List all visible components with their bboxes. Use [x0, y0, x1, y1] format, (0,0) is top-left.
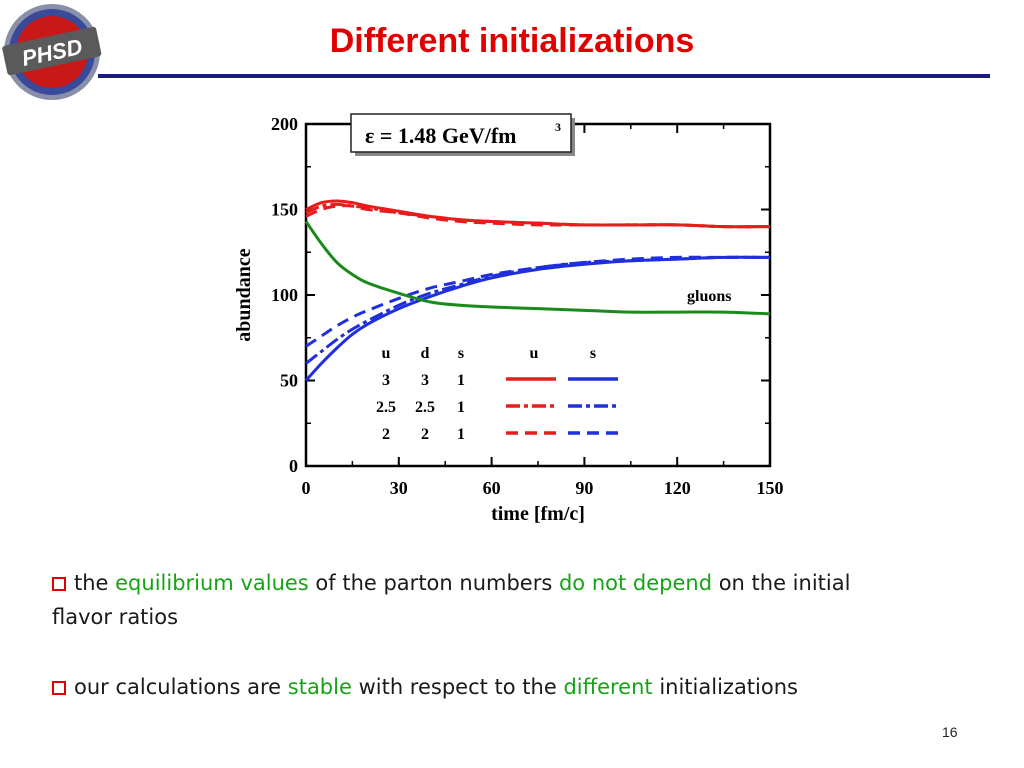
- x-tick-label: 60: [483, 478, 501, 498]
- legend-row1-s: 1: [457, 372, 465, 389]
- y-tick-label: 0: [289, 456, 298, 476]
- bullet-2: our calculations are stable with respect…: [52, 670, 952, 704]
- phsd-logo: PHSD: [2, 4, 102, 100]
- bullet-text-segment: the: [74, 571, 116, 595]
- legend-row3-d: 2: [421, 426, 429, 443]
- bullet-checkbox-icon: [52, 577, 66, 591]
- x-axis-label: time [fm/c]: [491, 503, 585, 525]
- y-tick-label: 50: [280, 371, 298, 391]
- legend-row3-s: 1: [457, 426, 465, 443]
- abundance-chart: 0 30 60 90 120 150 0 50 100 150 200 ε = 1.48 GeV/f…: [233, 113, 784, 525]
- energy-density-label: ε = 1.48 GeV/fm 3: [350, 113, 575, 156]
- y-axis-label: abundance: [233, 248, 255, 341]
- bullet-text-segment: on the initial flavor ratios: [52, 571, 851, 629]
- series-u-dashed: [305, 204, 771, 229]
- slide-number: 16: [942, 724, 958, 740]
- legend-header-s: s: [458, 345, 464, 362]
- x-tick-label: 150: [757, 478, 784, 498]
- gluons-label: gluons: [687, 288, 731, 305]
- legend-header-d: d: [421, 345, 430, 362]
- bullet-text-segment: different: [563, 675, 653, 699]
- energy-density-superscript: 3: [555, 120, 561, 134]
- y-tick-label: 100: [271, 285, 298, 305]
- bullet-checkbox-icon: [52, 681, 66, 695]
- series-u-dashdot: [305, 202, 771, 229]
- y-tick-label: 150: [271, 200, 298, 220]
- bullet-text-segment: initializations: [652, 675, 798, 699]
- bullet-text-segment: equilibrium values: [115, 571, 309, 595]
- y-tick-label: 200: [271, 114, 298, 134]
- series-s-dashdot: [305, 255, 771, 365]
- x-tick-label: 0: [302, 478, 311, 498]
- bullet-text-segment: of the parton numbers: [308, 571, 559, 595]
- energy-density-text: ε = 1.48 GeV/fm: [365, 123, 516, 148]
- legend-header-u: u: [382, 345, 391, 362]
- series-gluons-solid: [304, 220, 771, 316]
- legend-row2-u: 2.5: [376, 399, 396, 416]
- slide-title: Different initializations: [329, 22, 695, 60]
- legend-row1-u: 3: [382, 372, 390, 389]
- legend-header-s-curve: s: [590, 345, 596, 362]
- legend-header-u-curve: u: [530, 345, 539, 362]
- legend-row3-u: 2: [382, 426, 390, 443]
- legend-row1-d: 3: [421, 372, 429, 389]
- legend-row2-s: 1: [457, 399, 465, 416]
- title-divider: [98, 74, 990, 78]
- x-tick-label: 30: [390, 478, 408, 498]
- series-s-solid: [304, 255, 771, 382]
- bullet-text-segment: do not depend: [558, 571, 713, 595]
- bullet-text-segment: with respect to the: [351, 675, 564, 699]
- bullet-text-segment: our calculations are: [74, 675, 288, 699]
- bullet-text-segment: stable: [287, 675, 352, 699]
- legend-row2-d: 2.5: [415, 399, 435, 416]
- bullet-1: the equilibrium values of the parton num…: [52, 566, 912, 634]
- series-s-dashed: [305, 255, 770, 348]
- x-tick-label: 120: [664, 478, 691, 498]
- x-tick-label: 90: [575, 478, 593, 498]
- legend-swatches: [506, 377, 618, 435]
- legend: u d s u s 3 3 1 2.5 2.5 1 2 2 1: [376, 345, 596, 443]
